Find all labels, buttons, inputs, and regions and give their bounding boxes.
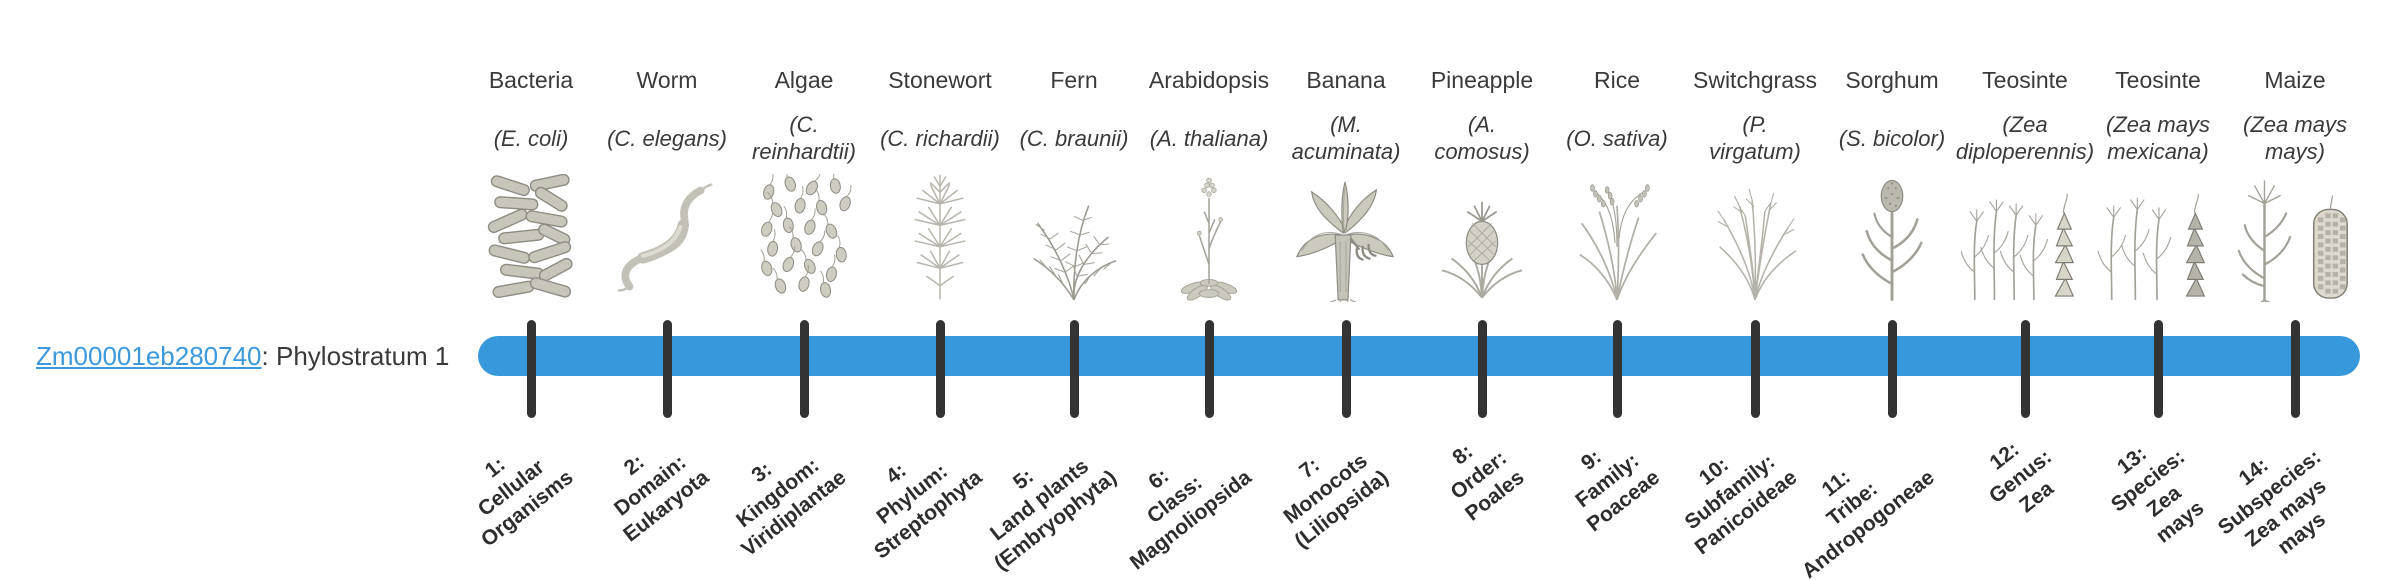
species-common-name: Rice	[1593, 67, 1640, 93]
species-common-name: Teosinte	[2115, 67, 2201, 93]
timeline-tick	[1751, 320, 1760, 418]
species-common-name: Algae	[774, 67, 834, 93]
stratum-label: 5: Land plants (Embryophyta)	[985, 454, 1121, 576]
species-common-name: Switchgrass	[1693, 67, 1817, 93]
stonewort-icon	[870, 174, 1010, 302]
taxon-column: Stonewort (C. richardii)	[870, 0, 1010, 304]
teosinte-mexicana-icon	[2088, 174, 2228, 302]
maize-icon	[2225, 174, 2365, 302]
phylostratum-text: Phylostratum 1	[275, 341, 450, 371]
stratum-label: 6: Class: Magnoliopsida	[1125, 464, 1256, 575]
timeline-tick	[663, 320, 672, 418]
algae-icon	[734, 174, 874, 302]
bacteria-icon	[461, 174, 601, 302]
species-scientific-name: (S. bicolor)	[1838, 125, 1946, 151]
arabidopsis-icon	[1139, 174, 1279, 302]
species-common-name: Sorghum	[1845, 67, 1939, 93]
gene-separator: :	[261, 341, 276, 371]
timeline-tick	[1888, 320, 1897, 418]
timeline-tick	[1478, 320, 1487, 418]
taxon-column: Pineapple (A. comosus)	[1412, 0, 1552, 304]
fern-icon	[1004, 174, 1144, 302]
stratum-label: 2: Domain: Eukaryota	[610, 450, 714, 547]
species-common-name: Stonewort	[888, 67, 992, 93]
species-scientific-name: (E. coli)	[493, 125, 569, 151]
timeline-tick	[2154, 320, 2163, 418]
timeline-tick	[2291, 320, 2300, 418]
species-scientific-name: (M. acuminata)	[1291, 112, 1401, 164]
species-common-name: Bacteria	[488, 67, 574, 93]
species-common-name: Maize	[2264, 67, 2326, 93]
species-common-name: Pineapple	[1430, 67, 1534, 93]
species-scientific-name: (C. braunii)	[1019, 125, 1129, 151]
stratum-label: 9: Family: Poaceae	[1571, 445, 1664, 537]
taxon-column: Algae (C. reinhardtii)	[734, 0, 874, 304]
taxon-column: Bacteria (E. coli)	[461, 0, 601, 304]
timeline-tick	[936, 320, 945, 418]
stratum-label: 3: Kingdom: Viridiplantae	[732, 453, 851, 562]
taxon-column: Maize (Zea mays mays)	[2225, 0, 2365, 304]
worm-icon	[597, 174, 737, 302]
timeline-tick	[1205, 320, 1214, 418]
timeline-tick	[1070, 320, 1079, 418]
taxon-column: Banana (M. acuminata)	[1276, 0, 1416, 304]
stratum-label: 8: Order: Poales	[1446, 439, 1529, 526]
taxon-column: Switchgrass (P. virgatum)	[1685, 0, 1825, 304]
taxon-column: Rice (O. sativa)	[1547, 0, 1687, 304]
species-scientific-name: (Zea mays mays)	[2243, 112, 2347, 164]
timeline-tick	[800, 320, 809, 418]
timeline-tick	[527, 320, 536, 418]
species-scientific-name: (Zea mays mexicana)	[2106, 112, 2210, 164]
timeline-tick	[1342, 320, 1351, 418]
switchgrass-icon	[1685, 174, 1825, 302]
species-common-name: Arabidopsis	[1148, 67, 1270, 93]
timeline-tick	[1613, 320, 1622, 418]
taxon-column: Worm (C. elegans)	[597, 0, 737, 304]
stratum-label: 13: Species: Zea mays	[2106, 442, 2208, 548]
species-common-name: Worm	[636, 67, 698, 93]
stratum-label: 1: Cellular Organisms	[474, 452, 578, 552]
taxon-column: Arabidopsis (A. thaliana)	[1139, 0, 1279, 304]
timeline-bar	[478, 336, 2360, 376]
species-scientific-name: (P. virgatum)	[1709, 112, 1801, 164]
taxon-column: Sorghum (S. bicolor)	[1822, 0, 1962, 304]
stratum-label: 12: Genus: Zea	[1984, 437, 2058, 518]
sorghum-icon	[1822, 174, 1962, 302]
gene-id-link[interactable]: Zm00001eb280740	[36, 341, 262, 371]
timeline-tick	[2021, 320, 2030, 418]
banana-icon	[1276, 174, 1416, 302]
stratum-label: 14: Subspecies: Zea mays mays	[2214, 445, 2331, 559]
rice-icon	[1547, 174, 1687, 302]
species-scientific-name: (O. sativa)	[1566, 125, 1668, 151]
taxon-column: Teosinte (Zea diploperennis)	[1955, 0, 2095, 304]
species-scientific-name: (C. reinhardtii)	[752, 112, 856, 164]
stratum-label: 4: Phylum: Streptophyta	[870, 458, 987, 564]
taxon-column: Teosinte (Zea mays mexicana)	[2088, 0, 2228, 304]
gene-phylostratum-label: Zm00001eb280740: Phylostratum 1	[36, 341, 449, 372]
pineapple-icon	[1412, 174, 1552, 302]
taxon-column: Fern (C. braunii)	[1004, 0, 1144, 304]
species-scientific-name: (Zea diploperennis)	[1955, 112, 2095, 164]
species-common-name: Teosinte	[1982, 67, 2068, 93]
species-common-name: Fern	[1050, 67, 1098, 93]
stratum-label: 11: Tribe: Andropogoneae	[1797, 465, 1939, 580]
teosinte-diploperennis-icon	[1955, 174, 2095, 302]
species-scientific-name: (A. comosus)	[1434, 112, 1530, 164]
species-scientific-name: (C. richardii)	[880, 125, 1000, 151]
species-scientific-name: (C. elegans)	[607, 125, 727, 151]
stratum-label: 7: Monocots (Liliopsida)	[1279, 449, 1393, 553]
species-common-name: Banana	[1306, 67, 1386, 93]
species-scientific-name: (A. thaliana)	[1149, 125, 1269, 151]
